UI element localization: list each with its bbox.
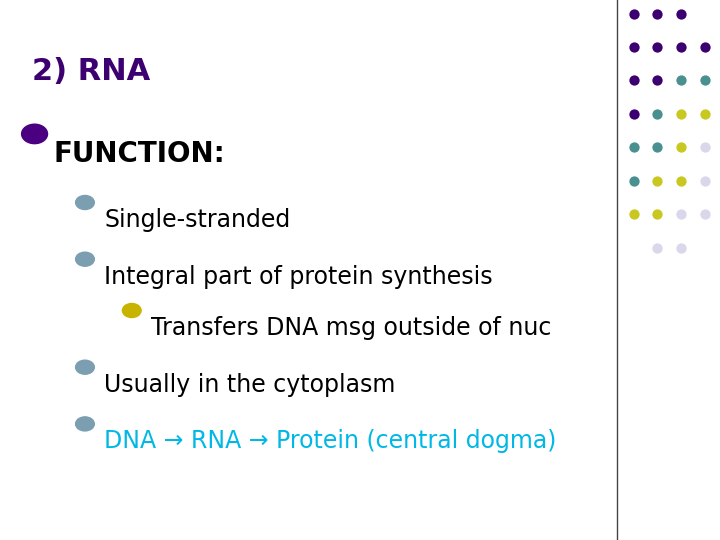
Circle shape xyxy=(76,360,94,374)
Point xyxy=(675,177,687,185)
Point xyxy=(699,76,711,85)
Circle shape xyxy=(76,252,94,266)
Point xyxy=(652,143,663,152)
Point xyxy=(699,43,711,51)
Point xyxy=(675,210,687,219)
Text: Transfers DNA msg outside of nuc: Transfers DNA msg outside of nuc xyxy=(151,316,552,340)
Point xyxy=(652,210,663,219)
Point xyxy=(652,244,663,252)
Point xyxy=(675,110,687,118)
Point xyxy=(699,110,711,118)
Point xyxy=(652,177,663,185)
Circle shape xyxy=(22,124,48,144)
Point xyxy=(652,76,663,85)
Point xyxy=(652,43,663,51)
Point xyxy=(675,43,687,51)
Text: DNA → RNA → Protein (central dogma): DNA → RNA → Protein (central dogma) xyxy=(104,429,557,453)
Point xyxy=(628,177,639,185)
Text: Integral part of protein synthesis: Integral part of protein synthesis xyxy=(104,265,493,288)
Point xyxy=(675,76,687,85)
Text: Single-stranded: Single-stranded xyxy=(104,208,291,232)
Point xyxy=(675,143,687,152)
Point xyxy=(675,244,687,252)
Point xyxy=(699,210,711,219)
Text: Usually in the cytoplasm: Usually in the cytoplasm xyxy=(104,373,396,396)
Text: 2) RNA: 2) RNA xyxy=(32,57,150,86)
Circle shape xyxy=(76,195,94,210)
Text: FUNCTION:: FUNCTION: xyxy=(54,140,226,168)
Circle shape xyxy=(122,303,141,318)
Point xyxy=(699,177,711,185)
Point xyxy=(652,9,663,18)
Point xyxy=(628,143,639,152)
Point xyxy=(628,9,639,18)
Point xyxy=(628,76,639,85)
Point xyxy=(675,9,687,18)
Point xyxy=(652,110,663,118)
Point xyxy=(628,43,639,51)
Point xyxy=(628,210,639,219)
Circle shape xyxy=(76,417,94,431)
Point xyxy=(628,110,639,118)
Point xyxy=(699,143,711,152)
